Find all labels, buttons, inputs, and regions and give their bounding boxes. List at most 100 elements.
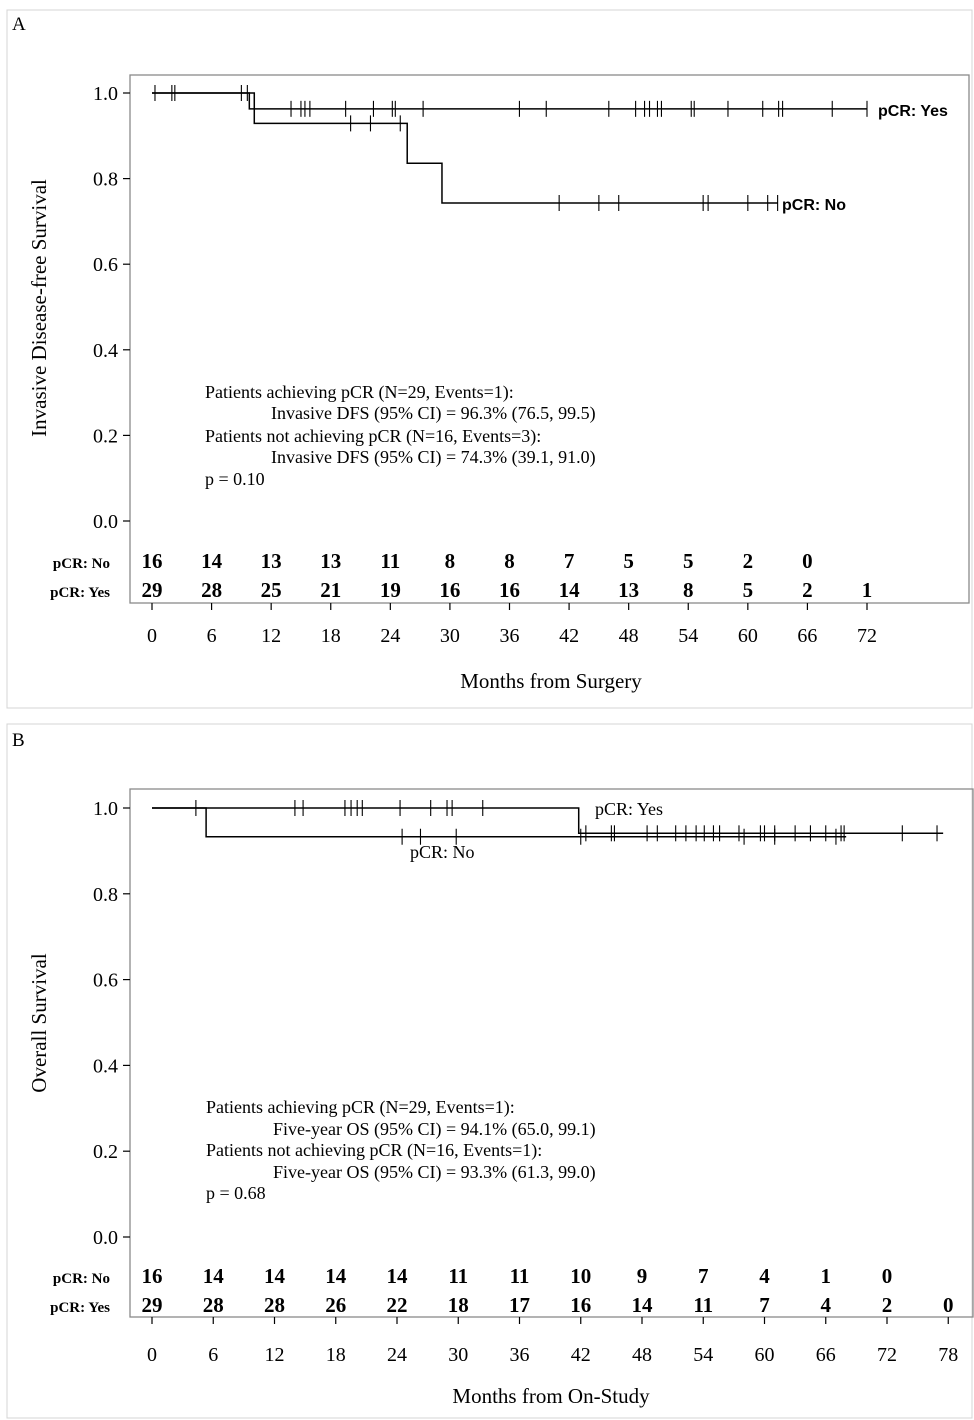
at-risk-row-label: pCR: No	[53, 556, 110, 572]
x-tick-label: 66	[816, 1344, 836, 1366]
x-tick-label: 36	[500, 625, 520, 647]
x-tick-label: 48	[619, 625, 639, 647]
at-risk-count: 8	[504, 549, 515, 573]
x-tick-label: 72	[877, 1344, 897, 1366]
at-risk-count: 5	[623, 549, 634, 573]
panel-a-annotation-line-1: Patients achieving pCR (N=29, Events=1):	[205, 382, 514, 403]
panel-b-annotation-line-2: Five-year OS (95% CI) = 94.1% (65.0, 99.…	[273, 1119, 596, 1140]
x-tick-label: 42	[559, 625, 579, 647]
at-risk-count: 28	[201, 578, 222, 602]
at-risk-count: 14	[201, 549, 223, 573]
x-tick-label: 18	[326, 1344, 346, 1366]
panel-a-series-label-yes: pCR: Yes	[878, 103, 948, 120]
panel-b-series-label-no: pCR: No	[410, 842, 475, 862]
at-risk-count: 4	[759, 1264, 770, 1288]
at-risk-row-label: pCR: Yes	[50, 585, 110, 601]
panel-b-x-ticks: 0 6 12 18 24 30 36 42 48 54 60 66 72 78	[147, 1317, 958, 1366]
x-tick-label: 30	[440, 625, 460, 647]
at-risk-count: 0	[882, 1264, 893, 1288]
at-risk-count: 5	[683, 549, 694, 573]
y-tick-label: 0.2	[93, 425, 118, 447]
y-tick-label: 0.2	[93, 1141, 118, 1163]
panel-b-annotation: Patients achieving pCR (N=29, Events=1):…	[206, 1097, 596, 1203]
at-risk-count: 11	[693, 1293, 713, 1317]
at-risk-count: 4	[821, 1293, 832, 1317]
x-tick-label: 54	[693, 1344, 713, 1366]
panel-a-label: A	[12, 14, 26, 35]
at-risk-count: 1	[862, 578, 873, 602]
panel-a-censor-marks	[154, 85, 868, 211]
at-risk-count: 14	[203, 1264, 225, 1288]
y-tick-label: 0.6	[93, 254, 118, 276]
panel-a-annotation-line-5: p = 0.10	[205, 469, 265, 489]
at-risk-count: 16	[499, 578, 520, 602]
at-risk-count: 5	[743, 578, 754, 602]
at-risk-count: 18	[448, 1293, 469, 1317]
at-risk-count: 0	[802, 549, 813, 573]
at-risk-count: 16	[570, 1293, 591, 1317]
y-tick-label: 0.8	[93, 884, 118, 906]
at-risk-row-label: pCR: Yes	[50, 1300, 110, 1316]
at-risk-count: 16	[142, 1264, 163, 1288]
panel-b-series-label-yes: pCR: Yes	[595, 799, 663, 819]
at-risk-count: 25	[261, 578, 282, 602]
x-tick-label: 0	[147, 625, 157, 647]
at-risk-count: 14	[632, 1293, 654, 1317]
km-curve-pcr-no	[152, 807, 847, 838]
km-curve-pcr-yes	[152, 807, 944, 835]
x-tick-label: 36	[510, 1344, 530, 1366]
x-tick-label: 42	[571, 1344, 591, 1366]
y-tick-label: 0.4	[93, 1055, 118, 1077]
x-tick-label: 66	[797, 625, 817, 647]
panel-b-label: B	[12, 730, 25, 751]
at-risk-count: 26	[325, 1293, 346, 1317]
panel-b-frame	[6, 723, 973, 1419]
at-risk-count: 16	[142, 549, 163, 573]
km-curve-pcr-no	[152, 92, 778, 204]
y-tick-label: 0.4	[93, 340, 118, 362]
at-risk-count: 8	[683, 578, 694, 602]
at-risk-count: 14	[387, 1264, 409, 1288]
at-risk-count: 7	[564, 549, 575, 573]
at-risk-count: 13	[320, 549, 341, 573]
x-tick-label: 54	[678, 625, 698, 647]
x-tick-label: 30	[448, 1344, 468, 1366]
at-risk-count: 2	[802, 578, 813, 602]
panel-a-annotation-line-2: Invasive DFS (95% CI) = 96.3% (76.5, 99.…	[271, 403, 596, 424]
at-risk-count: 14	[264, 1264, 286, 1288]
at-risk-count: 7	[759, 1293, 770, 1317]
at-risk-count: 14	[559, 578, 581, 602]
at-risk-count: 1	[821, 1264, 832, 1288]
y-tick-label: 0.8	[93, 169, 118, 191]
x-tick-label: 48	[632, 1344, 652, 1366]
at-risk-count: 2	[882, 1293, 893, 1317]
panel-a-curves	[152, 92, 867, 204]
at-risk-count: 11	[380, 549, 400, 573]
panel-a-x-ticks: 0 6 12 18 24 30 36 42 48 54 60 66 72	[147, 603, 877, 647]
panel-a-annotation-line-3: Patients not achieving pCR (N=16, Events…	[205, 426, 541, 447]
at-risk-count: 11	[510, 1264, 530, 1288]
at-risk-count: 10	[570, 1264, 591, 1288]
at-risk-count: 19	[380, 578, 401, 602]
at-risk-count: 16	[439, 578, 460, 602]
at-risk-count: 9	[637, 1264, 648, 1288]
x-tick-label: 72	[857, 625, 877, 647]
x-tick-label: 6	[207, 625, 217, 647]
panel-b-y-ticks: 0.0 0.2 0.4 0.6 0.8 1.0	[93, 798, 130, 1249]
x-tick-label: 12	[265, 1344, 285, 1366]
panel-b-x-axis-label: Months from On-Study	[452, 1384, 650, 1408]
panel-b: B Overall Survival Months from On-Study …	[6, 723, 974, 1419]
panel-b-annotation-line-1: Patients achieving pCR (N=29, Events=1):	[206, 1097, 515, 1118]
panel-a-y-axis-label: Invasive Disease-free Survival	[27, 179, 51, 437]
y-tick-label: 1.0	[93, 83, 118, 105]
at-risk-count: 29	[142, 578, 163, 602]
at-risk-row-label: pCR: No	[53, 1271, 110, 1287]
panel-a-x-axis-label: Months from Surgery	[460, 669, 642, 693]
panel-a: A Invasive Disease-free Survival Months …	[6, 9, 973, 709]
y-tick-label: 0.0	[93, 1227, 118, 1249]
x-tick-label: 18	[321, 625, 341, 647]
x-tick-label: 60	[738, 625, 758, 647]
at-risk-count: 22	[387, 1293, 408, 1317]
